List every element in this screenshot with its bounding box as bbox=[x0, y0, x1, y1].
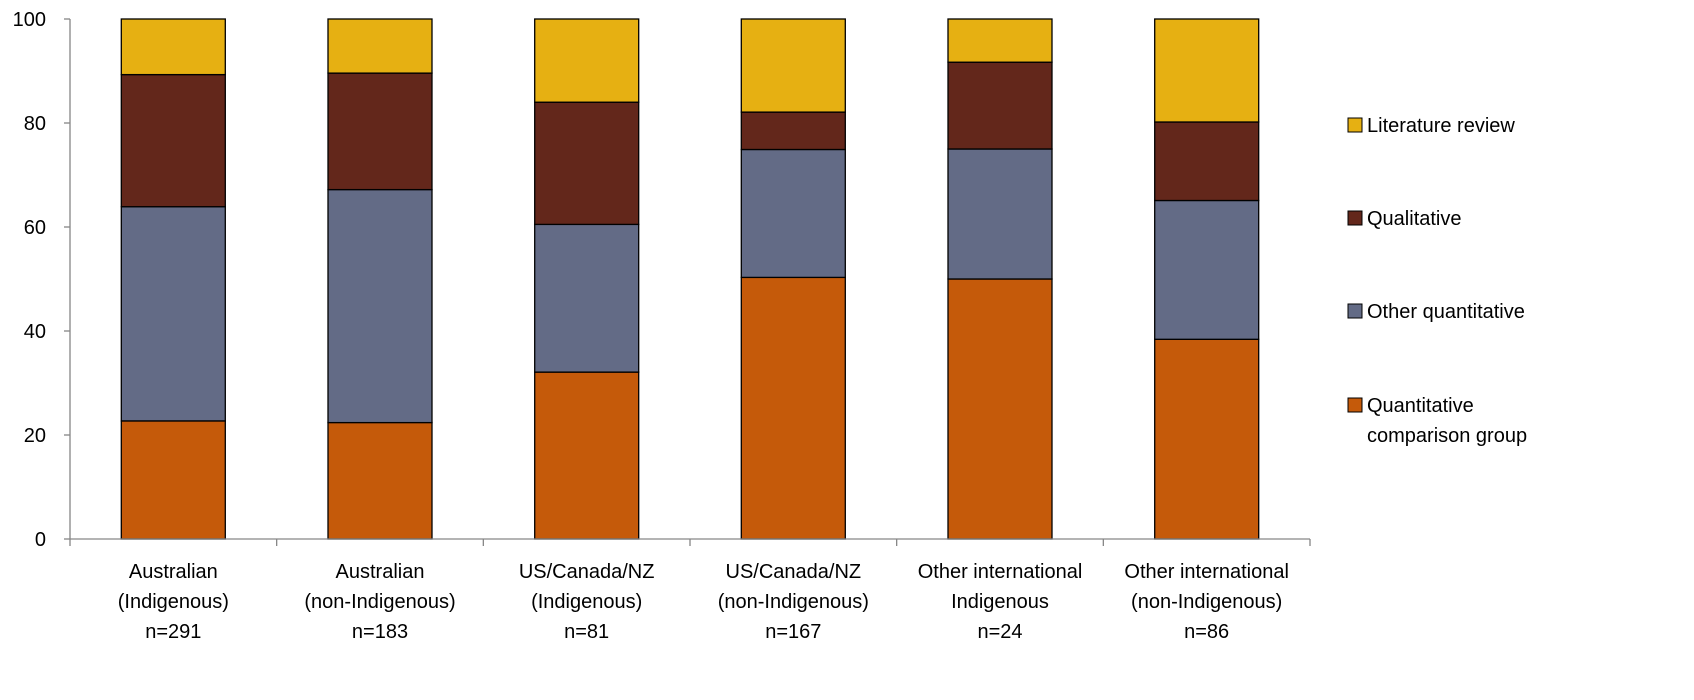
bar-segment-quantitative-comparison-group-4 bbox=[741, 277, 845, 539]
bar-segment-quantitative-comparison-group-1 bbox=[121, 421, 225, 539]
y-tick-label: 0 bbox=[35, 529, 46, 551]
legend-swatch-quantitative-comparison-group bbox=[1348, 398, 1362, 412]
bar-segment-other-quantitative-2 bbox=[328, 190, 432, 423]
bar-segment-literature-review-3 bbox=[535, 19, 639, 102]
legend-item-qualitative: Qualitative bbox=[1348, 208, 1462, 230]
bar-segment-quantitative-comparison-group-5 bbox=[948, 279, 1052, 539]
x-tick-label-6: Other international (non-Indigenous) n=86 bbox=[1124, 561, 1289, 643]
bar-segment-other-quantitative-4 bbox=[741, 150, 845, 278]
legend-swatch-other-quantitative bbox=[1348, 304, 1362, 318]
bar-segment-literature-review-5 bbox=[948, 19, 1052, 62]
bar-segment-other-quantitative-5 bbox=[948, 149, 1052, 279]
y-tick-label: 80 bbox=[24, 113, 46, 135]
x-tick-label-3: US/Canada/NZ (Indigenous) n=81 bbox=[519, 561, 655, 643]
bar-segment-qualitative-3 bbox=[535, 102, 639, 224]
y-tick-label: 60 bbox=[24, 217, 46, 239]
bar-segment-other-quantitative-1 bbox=[121, 207, 225, 421]
bar-segment-quantitative-comparison-group-6 bbox=[1155, 339, 1259, 539]
bar-segment-qualitative-5 bbox=[948, 62, 1052, 149]
x-tick-label-2: Australian (non-Indigenous) n=183 bbox=[304, 561, 455, 643]
legend-label-quantitative-comparison-group: Quantitative comparison group bbox=[1367, 395, 1527, 447]
x-tick-label-5: Other international Indigenous n=24 bbox=[918, 561, 1083, 643]
legend-item-literature-review: Literature review bbox=[1348, 115, 1515, 137]
bar-segment-literature-review-1 bbox=[121, 19, 225, 75]
legend-item-other-quantitative: Other quantitative bbox=[1348, 301, 1525, 323]
bar-segment-qualitative-1 bbox=[121, 75, 225, 207]
legend: Literature review Qualitative Other quanti… bbox=[1348, 115, 1527, 447]
y-tick-label: 20 bbox=[24, 425, 46, 447]
legend-swatch-literature-review bbox=[1348, 118, 1362, 132]
y-tick-label: 100 bbox=[13, 9, 46, 31]
bar-segment-literature-review-2 bbox=[328, 19, 432, 73]
bar-segment-qualitative-2 bbox=[328, 73, 432, 190]
bar-segment-other-quantitative-6 bbox=[1155, 201, 1259, 340]
bar-segment-qualitative-4 bbox=[741, 112, 845, 149]
bar-segment-literature-review-6 bbox=[1155, 19, 1259, 122]
bar-segment-qualitative-6 bbox=[1155, 122, 1259, 201]
bars-layer bbox=[121, 19, 1258, 539]
legend-label-literature-review: Literature review bbox=[1367, 115, 1515, 137]
y-tick-label: 40 bbox=[24, 321, 46, 343]
x-tick-label-4: US/Canada/NZ (non-Indigenous) n=167 bbox=[718, 561, 869, 643]
bar-segment-quantitative-comparison-group-3 bbox=[535, 372, 639, 539]
legend-item-quantitative-comparison-group: Quantitative comparison group bbox=[1348, 395, 1527, 447]
bar-segment-other-quantitative-3 bbox=[535, 224, 639, 372]
legend-label-other-quantitative: Other quantitative bbox=[1367, 301, 1525, 323]
x-tick-label-1: Australian (Indigenous) n=291 bbox=[118, 561, 229, 643]
legend-label-qualitative: Qualitative bbox=[1367, 208, 1462, 230]
bar-segment-quantitative-comparison-group-2 bbox=[328, 423, 432, 540]
bar-segment-literature-review-4 bbox=[741, 19, 845, 112]
legend-swatch-qualitative bbox=[1348, 211, 1362, 225]
